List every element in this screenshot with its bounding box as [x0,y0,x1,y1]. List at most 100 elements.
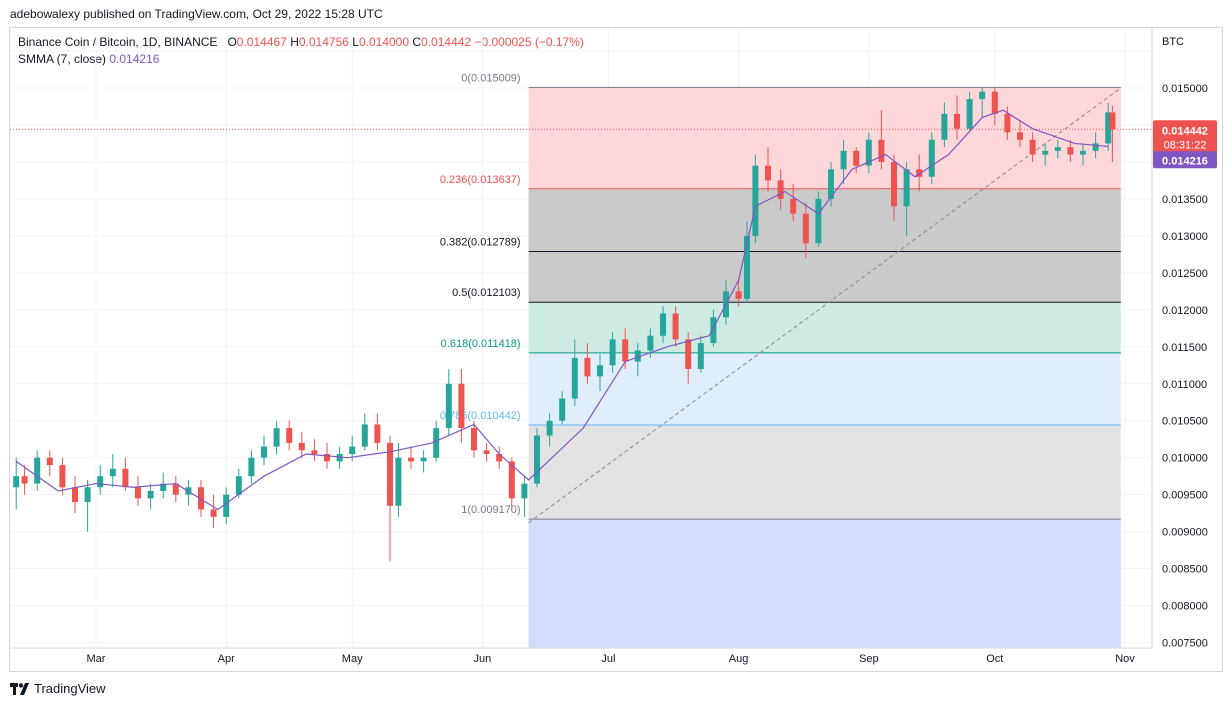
candle [387,435,393,562]
candle [336,446,343,469]
smma-label: SMMA (7, close) [18,52,107,66]
candle [72,476,78,514]
chart-frame [9,27,1223,672]
fib-level-label: 0.5(0.012103) [452,287,521,299]
candle-body [878,139,885,162]
candle [160,472,167,499]
smma-line [15,109,1109,511]
candle [735,280,742,307]
candle-body [261,446,267,458]
time-tick-label: Sep [859,653,879,665]
time-tick-label: Jun [474,653,492,665]
candle-body [172,483,179,495]
candle [559,391,566,425]
price-tick-label: 0.013000 [1162,231,1208,243]
candle [828,161,834,207]
candle-body [84,487,91,503]
fib-zone [528,188,1121,252]
candle [374,413,381,451]
tradingview-logo-icon [10,682,29,695]
candle [46,450,53,477]
time-tick-label: Aug [729,653,749,665]
fib-level-label: 0.236(0.013637) [440,174,521,186]
candle-body [13,476,20,488]
candle [840,139,847,185]
ohlc-legend: Binance Coin / Bitcoin, 1D, BINANCE O0.0… [18,35,584,49]
candle-body [109,468,116,477]
fib-zone [528,302,1121,353]
price-tick-label: 0.011000 [1162,379,1207,391]
candle-body [765,165,771,181]
price-tick-label: 0.008000 [1162,601,1208,613]
candle-body [198,487,204,510]
candle-body [735,291,742,299]
candle-body [752,165,759,236]
candle [1054,139,1061,159]
tradingview-logo[interactable]: TradingView [10,681,106,696]
candle [311,439,318,462]
candle [597,354,603,392]
time-tick-label: May [342,653,363,665]
candle-body [1004,113,1011,133]
candle [1029,132,1036,162]
candle [546,413,553,447]
candle [223,487,230,525]
price-tick-label: 0.013500 [1162,194,1208,206]
candle-body [349,446,356,455]
candle [147,483,154,510]
candle-body [685,339,692,369]
candle [122,457,129,491]
last-price-value: 0.014442 [1162,125,1208,137]
candle-body [286,428,293,443]
candle [853,147,860,174]
candle [1004,106,1011,140]
candle-body [891,161,897,207]
fib-zone [528,87,1121,189]
candle-body [361,424,368,447]
candle-body [790,198,797,214]
candle [34,450,41,491]
candle [752,154,759,244]
close-value: 0.014442 [421,35,472,49]
smma-badge-value: 0.014216 [1162,155,1208,167]
candle-body [420,457,427,462]
candle-body [483,450,490,455]
candle [59,457,66,495]
symbol-title[interactable]: Binance Coin / Bitcoin, 1D, BINANCE [18,35,218,49]
fib-level-label: 0(0.015009) [461,72,520,84]
candle [1080,143,1086,166]
fib-zone [528,352,1121,426]
candle [1109,105,1116,162]
candle [916,154,923,192]
price-tick-label: 0.010500 [1162,416,1208,428]
open-value: 0.014467 [236,35,287,49]
candle-body [433,428,440,458]
price-tick-label: 0.015000 [1162,83,1208,95]
candle-body [559,398,566,421]
candle [458,368,465,443]
smma-legend[interactable]: SMMA (7, close) 0.014216 [18,52,159,66]
candle-body [122,468,129,488]
candle-body [744,235,750,299]
candle [660,306,666,344]
time-tick-label: Jul [601,653,615,665]
low-label: L [352,35,359,49]
candle [954,95,960,140]
price-axis-unit: BTC [1162,36,1184,48]
fib-level-label: 0.382(0.012789) [440,236,521,248]
candle [790,184,797,222]
candle-body [471,428,477,451]
candle [210,494,217,528]
candle-body [387,442,393,506]
price-tick-label: 0.009000 [1162,527,1208,539]
candle [865,132,872,174]
candle [408,446,414,469]
candle-body [916,169,923,177]
high-value: 0.014756 [298,35,349,49]
trend-line [528,87,1122,524]
candle-body [941,113,948,140]
candle [1105,102,1112,151]
candle-body [311,450,318,455]
candle-body [97,476,104,488]
